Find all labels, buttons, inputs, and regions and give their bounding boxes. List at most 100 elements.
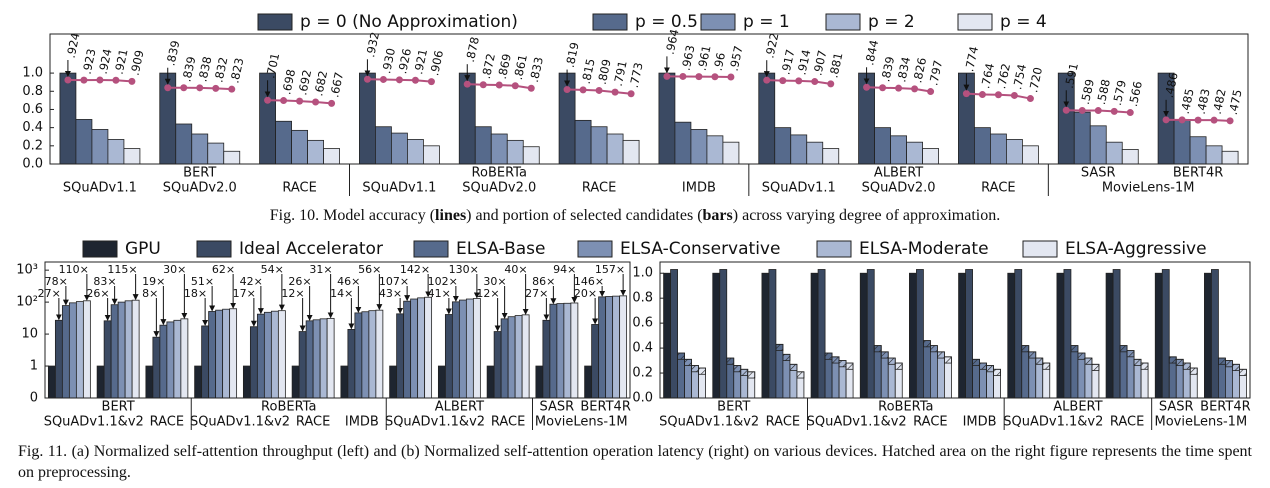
- bar: [131, 299, 140, 399]
- value-label: 130×: [449, 263, 479, 276]
- value-label: 27×: [38, 287, 61, 300]
- bar: [307, 139, 324, 165]
- accuracy-label: .96: [711, 51, 728, 72]
- preprocessing-hatch: [944, 356, 952, 364]
- bar: [323, 148, 340, 165]
- bar: [1014, 269, 1023, 399]
- bar: [874, 127, 891, 165]
- bar: [1121, 149, 1139, 165]
- accuracy-label: .907: [810, 49, 829, 77]
- bar: [598, 296, 607, 399]
- bar: [103, 320, 112, 399]
- value-label: 62×: [212, 263, 235, 276]
- accuracy-label: .838: [195, 55, 214, 83]
- accuracy-dot: [463, 80, 471, 88]
- value-label: 107×: [379, 275, 409, 288]
- bar: [890, 135, 907, 165]
- bar: [1070, 345, 1079, 399]
- accuracy-dot: [379, 75, 387, 83]
- y-tick-label: 0.8: [632, 291, 653, 306]
- bar: [990, 133, 1007, 165]
- group-label: BERT: [102, 400, 135, 415]
- preprocessing-hatch: [1070, 345, 1079, 353]
- accuracy-label: .591: [1062, 62, 1081, 90]
- x-tick-label: RACE: [150, 415, 184, 430]
- bar: [152, 336, 161, 399]
- accuracy-dot: [879, 84, 887, 92]
- accuracy-dot: [679, 72, 687, 80]
- bar: [275, 120, 292, 165]
- preprocessing-hatch: [1028, 351, 1037, 359]
- accuracy-label: .872: [479, 52, 498, 80]
- group-label: RoBERTa: [261, 400, 316, 415]
- bar: [117, 301, 126, 399]
- bar: [54, 319, 63, 399]
- bar: [493, 331, 502, 399]
- x-tick-label: BERT4R: [580, 400, 630, 415]
- y-tick-label: 0.4: [22, 120, 43, 135]
- accuracy-label: .588: [1094, 78, 1113, 106]
- accuracy-dot: [395, 76, 403, 84]
- bar: [824, 352, 833, 399]
- bar: [444, 314, 453, 399]
- accuracy-dot: [64, 76, 72, 84]
- bar: [361, 311, 370, 399]
- legend-swatch: [413, 240, 449, 258]
- preprocessing-hatch: [923, 340, 931, 348]
- value-label: 20×: [574, 287, 597, 300]
- accuracy-dot: [511, 82, 519, 90]
- bar: [403, 300, 412, 399]
- bar: [1161, 269, 1170, 399]
- accuracy-label: .881: [826, 51, 845, 79]
- accuracy-dot: [1078, 106, 1086, 114]
- preprocessing-hatch: [1189, 367, 1198, 375]
- accuracy-dot: [1110, 107, 1118, 115]
- legend-label: Ideal Accelerator: [239, 239, 383, 259]
- accuracy-label: .823: [227, 57, 246, 85]
- preprocessing-hatch: [986, 365, 994, 373]
- bar: [1221, 150, 1239, 165]
- bar: [201, 325, 210, 399]
- accuracy-label: .869: [495, 52, 514, 80]
- bar: [706, 135, 724, 165]
- accuracy-label: .682: [311, 69, 330, 97]
- bar: [472, 298, 481, 399]
- accuracy-dot: [627, 90, 635, 98]
- accuracy-dot: [962, 90, 970, 98]
- bar: [180, 318, 189, 399]
- bar: [91, 129, 109, 165]
- x-tick-label: SQuADv1.1&v2: [1003, 415, 1103, 430]
- value-label: 26×: [288, 275, 311, 288]
- accuracy-dot: [328, 99, 336, 107]
- bar: [215, 309, 224, 399]
- bar: [923, 340, 931, 399]
- bar: [521, 314, 530, 399]
- y-tick-label: 10²: [16, 295, 38, 310]
- preprocessing-hatch: [740, 368, 749, 376]
- bar: [486, 365, 495, 399]
- accuracy-dot: [411, 76, 419, 84]
- accuracy-label: .815: [579, 57, 598, 85]
- accuracy-dot: [96, 76, 104, 84]
- accuracy-label: .957: [727, 44, 746, 72]
- y-tick-label: 10³: [16, 263, 38, 278]
- preprocessing-hatch: [1084, 357, 1093, 365]
- bar: [965, 269, 973, 399]
- value-label: 51×: [191, 275, 214, 288]
- accuracy-label: .833: [527, 56, 546, 84]
- bar: [1021, 345, 1030, 399]
- group-label: BERT: [717, 400, 750, 415]
- caption-text: ) across varying degree of approximation…: [732, 207, 1001, 224]
- preprocessing-hatch: [1218, 357, 1226, 365]
- accuracy-label: .917: [778, 48, 797, 76]
- group-label: ALBERT: [435, 400, 484, 415]
- legend-label: ELSA-Moderate: [859, 239, 989, 259]
- value-label: 94×: [553, 263, 576, 276]
- preprocessing-hatch: [1126, 350, 1135, 358]
- bar: [368, 310, 377, 399]
- accuracy-dot: [1210, 116, 1218, 124]
- y-tick-label: 0.0: [632, 391, 653, 406]
- preprocessing-hatch: [691, 365, 699, 373]
- bar: [270, 310, 279, 399]
